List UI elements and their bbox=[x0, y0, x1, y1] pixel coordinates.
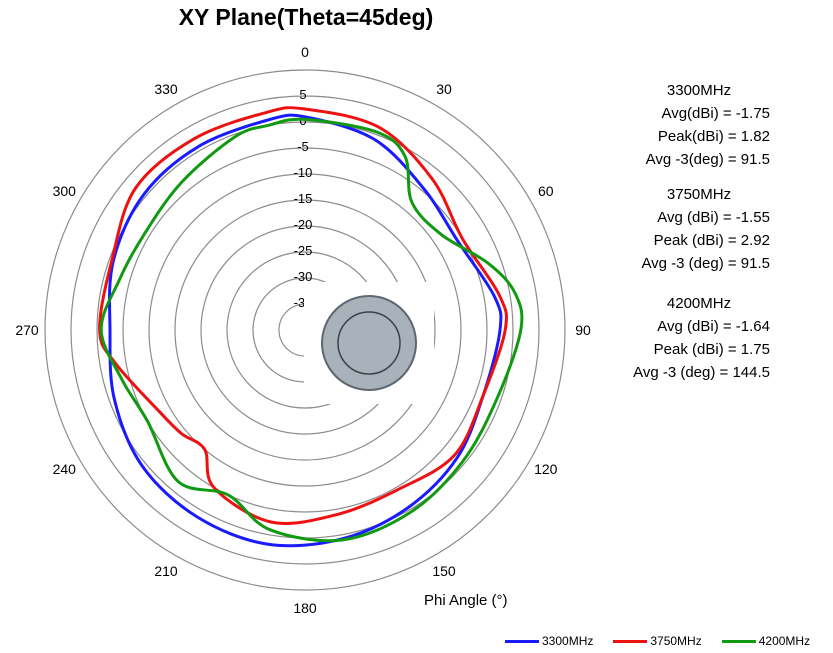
grid-ring bbox=[174, 199, 436, 461]
angle-tick-label: 30 bbox=[436, 81, 452, 97]
stats-header: 3750MHz bbox=[666, 186, 732, 203]
angle-tick-label: 60 bbox=[538, 183, 554, 199]
antenna-disc-inner bbox=[337, 311, 401, 375]
stats-avg: Avg (dBi) = -1.64 bbox=[657, 318, 770, 335]
series-line-3750MHz bbox=[98, 106, 508, 525]
legend: 3300MHz 3750MHz 4200MHz bbox=[505, 634, 810, 648]
angle-tick-label: 180 bbox=[293, 600, 317, 616]
legend-swatch bbox=[505, 639, 539, 643]
legend-swatch bbox=[613, 639, 648, 643]
radial-tick-label: 5 bbox=[299, 87, 306, 102]
angle-tick-label: 270 bbox=[15, 322, 39, 338]
antenna-inset bbox=[304, 282, 434, 404]
legend-swatch bbox=[721, 639, 756, 643]
angle-tick-label: 300 bbox=[53, 183, 77, 199]
angle-tick-label: 330 bbox=[154, 81, 178, 97]
radial-tick-label: -10 bbox=[294, 165, 313, 180]
stats-avg: Avg (dBi) = -1.55 bbox=[657, 209, 770, 226]
angle-ticks: 0 30 60 90 120 150 180 210 240 270 300 330 bbox=[15, 44, 591, 616]
series-line-4200MHz bbox=[99, 117, 524, 543]
stats-avg: Avg(dBi) = -1.75 bbox=[661, 105, 770, 122]
stats-header: 3300MHz bbox=[666, 82, 732, 99]
stats-avg-3: Avg -3 (deg) = 91.5 bbox=[641, 255, 770, 272]
legend-item[interactable]: 3300MHz bbox=[505, 634, 593, 648]
grid-ring bbox=[122, 147, 488, 513]
stats-block-4200: 4200MHz Avg (dBi) = -1.64 Peak (dBi) = 1… bbox=[600, 292, 770, 384]
angle-tick-label: 150 bbox=[432, 563, 456, 579]
angle-tick-label: 210 bbox=[154, 563, 178, 579]
legend-item[interactable]: 4200MHz bbox=[721, 634, 811, 648]
angle-tick-label: 90 bbox=[575, 322, 591, 338]
stats-block-3750: 3750MHz Avg (dBi) = -1.55 Peak (dBi) = 2… bbox=[600, 183, 770, 275]
radial-tick-label: -15 bbox=[294, 191, 313, 206]
radial-tick-label: -30 bbox=[294, 269, 313, 284]
legend-label: 4200MHz bbox=[758, 634, 811, 648]
legend-label: 3300MHz bbox=[542, 634, 594, 648]
radial-tick-label: -20 bbox=[294, 217, 313, 232]
legend-item[interactable]: 3750MHz bbox=[613, 634, 702, 648]
stats-peak: Peak(dBi) = 1.82 bbox=[657, 128, 770, 145]
chart-title: XY Plane(Theta=45deg) bbox=[178, 4, 434, 30]
stats-peak: Peak (dBi) = 2.92 bbox=[653, 232, 770, 249]
stats-avg-3: Avg -3 (deg) = 144.5 bbox=[633, 364, 770, 381]
grid-ring bbox=[148, 173, 462, 487]
legend-label: 3750MHz bbox=[650, 634, 702, 648]
stats-block-3300: 3300MHz Avg(dBi) = -1.75 Peak(dBi) = 1.8… bbox=[600, 79, 770, 171]
grid-ring bbox=[70, 95, 540, 565]
stats-header: 4200MHz bbox=[666, 295, 732, 312]
angle-tick-label: 0 bbox=[301, 44, 309, 60]
axis-label: Phi Angle (°) bbox=[424, 592, 508, 609]
grid-ring-outer bbox=[44, 69, 566, 591]
angle-tick-label: 240 bbox=[53, 461, 77, 477]
radial-tick-label: -25 bbox=[294, 243, 313, 258]
stats-avg-3: Avg -3(deg) = 91.5 bbox=[645, 151, 770, 168]
series-lines bbox=[98, 106, 524, 548]
radial-tick-label: -5 bbox=[297, 139, 309, 154]
stats-peak: Peak (dBi) = 1.75 bbox=[653, 341, 770, 358]
angle-tick-label: 120 bbox=[534, 461, 558, 477]
